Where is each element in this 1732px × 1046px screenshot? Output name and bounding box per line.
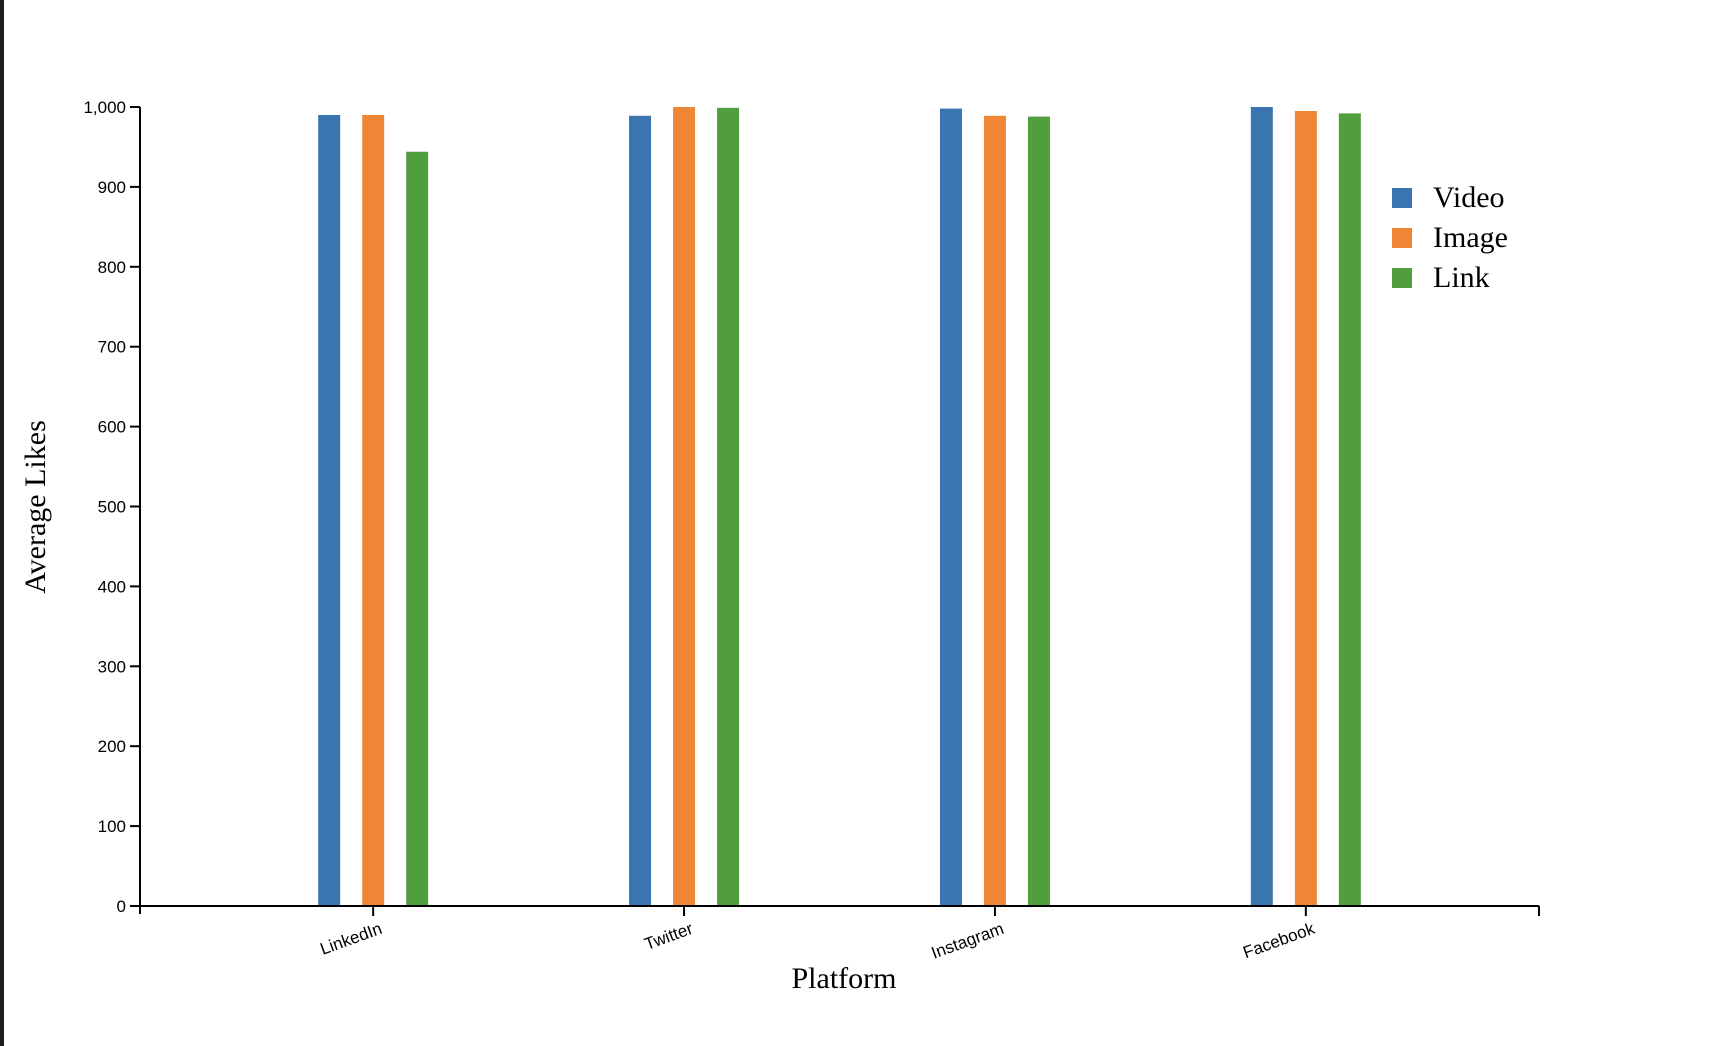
bar-image-instagram <box>983 115 1006 906</box>
x-axis-title: Platform <box>792 962 897 995</box>
y-tick-label: 900 <box>98 178 126 197</box>
y-tick-label: 0 <box>117 897 126 916</box>
x-tick-label: Facebook <box>1241 919 1318 963</box>
bar-link-instagram <box>1027 116 1050 906</box>
legend-label-link: Link <box>1433 261 1490 294</box>
chart-page: 0 100 200 300 400 500 600 700 800 900 1,000 Linked… <box>4 0 1732 1046</box>
y-tick-label: 800 <box>98 258 126 277</box>
legend-swatch-image <box>1392 228 1412 248</box>
x-tick-label: Twitter <box>642 919 696 954</box>
x-ticks: LinkedIn Twitter Instagram Facebook <box>318 906 1540 963</box>
bar-link-linkedin <box>406 151 429 906</box>
bar-image-facebook <box>1294 110 1317 907</box>
y-tick-label: 200 <box>98 737 126 756</box>
y-tick-label: 600 <box>98 418 126 437</box>
legend-swatch-link <box>1392 268 1412 288</box>
bars-layer <box>318 107 1361 907</box>
y-tick-label: 700 <box>98 338 126 357</box>
x-tick-label: LinkedIn <box>318 919 385 959</box>
legend: Video Image Link <box>1392 181 1508 294</box>
grouped-bar-chart: 0 100 200 300 400 500 600 700 800 900 1,000 Linked… <box>19 98 1540 995</box>
y-tick-label: 1,000 <box>83 98 126 117</box>
y-tick-label: 500 <box>98 498 126 517</box>
y-ticks: 0 100 200 300 400 500 600 700 800 900 1,000 <box>83 98 140 916</box>
legend-label-image: Image <box>1433 221 1508 254</box>
x-tick-label: Instagram <box>929 919 1007 963</box>
bar-video-linkedin <box>318 114 341 907</box>
x-axis: LinkedIn Twitter Instagram Facebook <box>140 905 1540 963</box>
bar-video-facebook <box>1250 107 1273 906</box>
bar-image-twitter <box>673 107 696 906</box>
legend-label-video: Video <box>1433 181 1505 214</box>
legend-swatch-video <box>1392 188 1412 208</box>
bar-video-instagram <box>939 108 962 906</box>
y-axis-title: Average Likes <box>19 420 52 594</box>
bar-video-twitter <box>629 115 652 906</box>
y-axis: 0 100 200 300 400 500 600 700 800 900 1,000 <box>83 98 141 916</box>
y-tick-label: 300 <box>98 657 126 676</box>
y-tick-label: 100 <box>98 817 126 836</box>
bar-link-twitter <box>717 107 740 906</box>
bar-image-linkedin <box>362 114 385 907</box>
y-tick-label: 400 <box>98 577 126 596</box>
bar-link-facebook <box>1338 113 1361 907</box>
